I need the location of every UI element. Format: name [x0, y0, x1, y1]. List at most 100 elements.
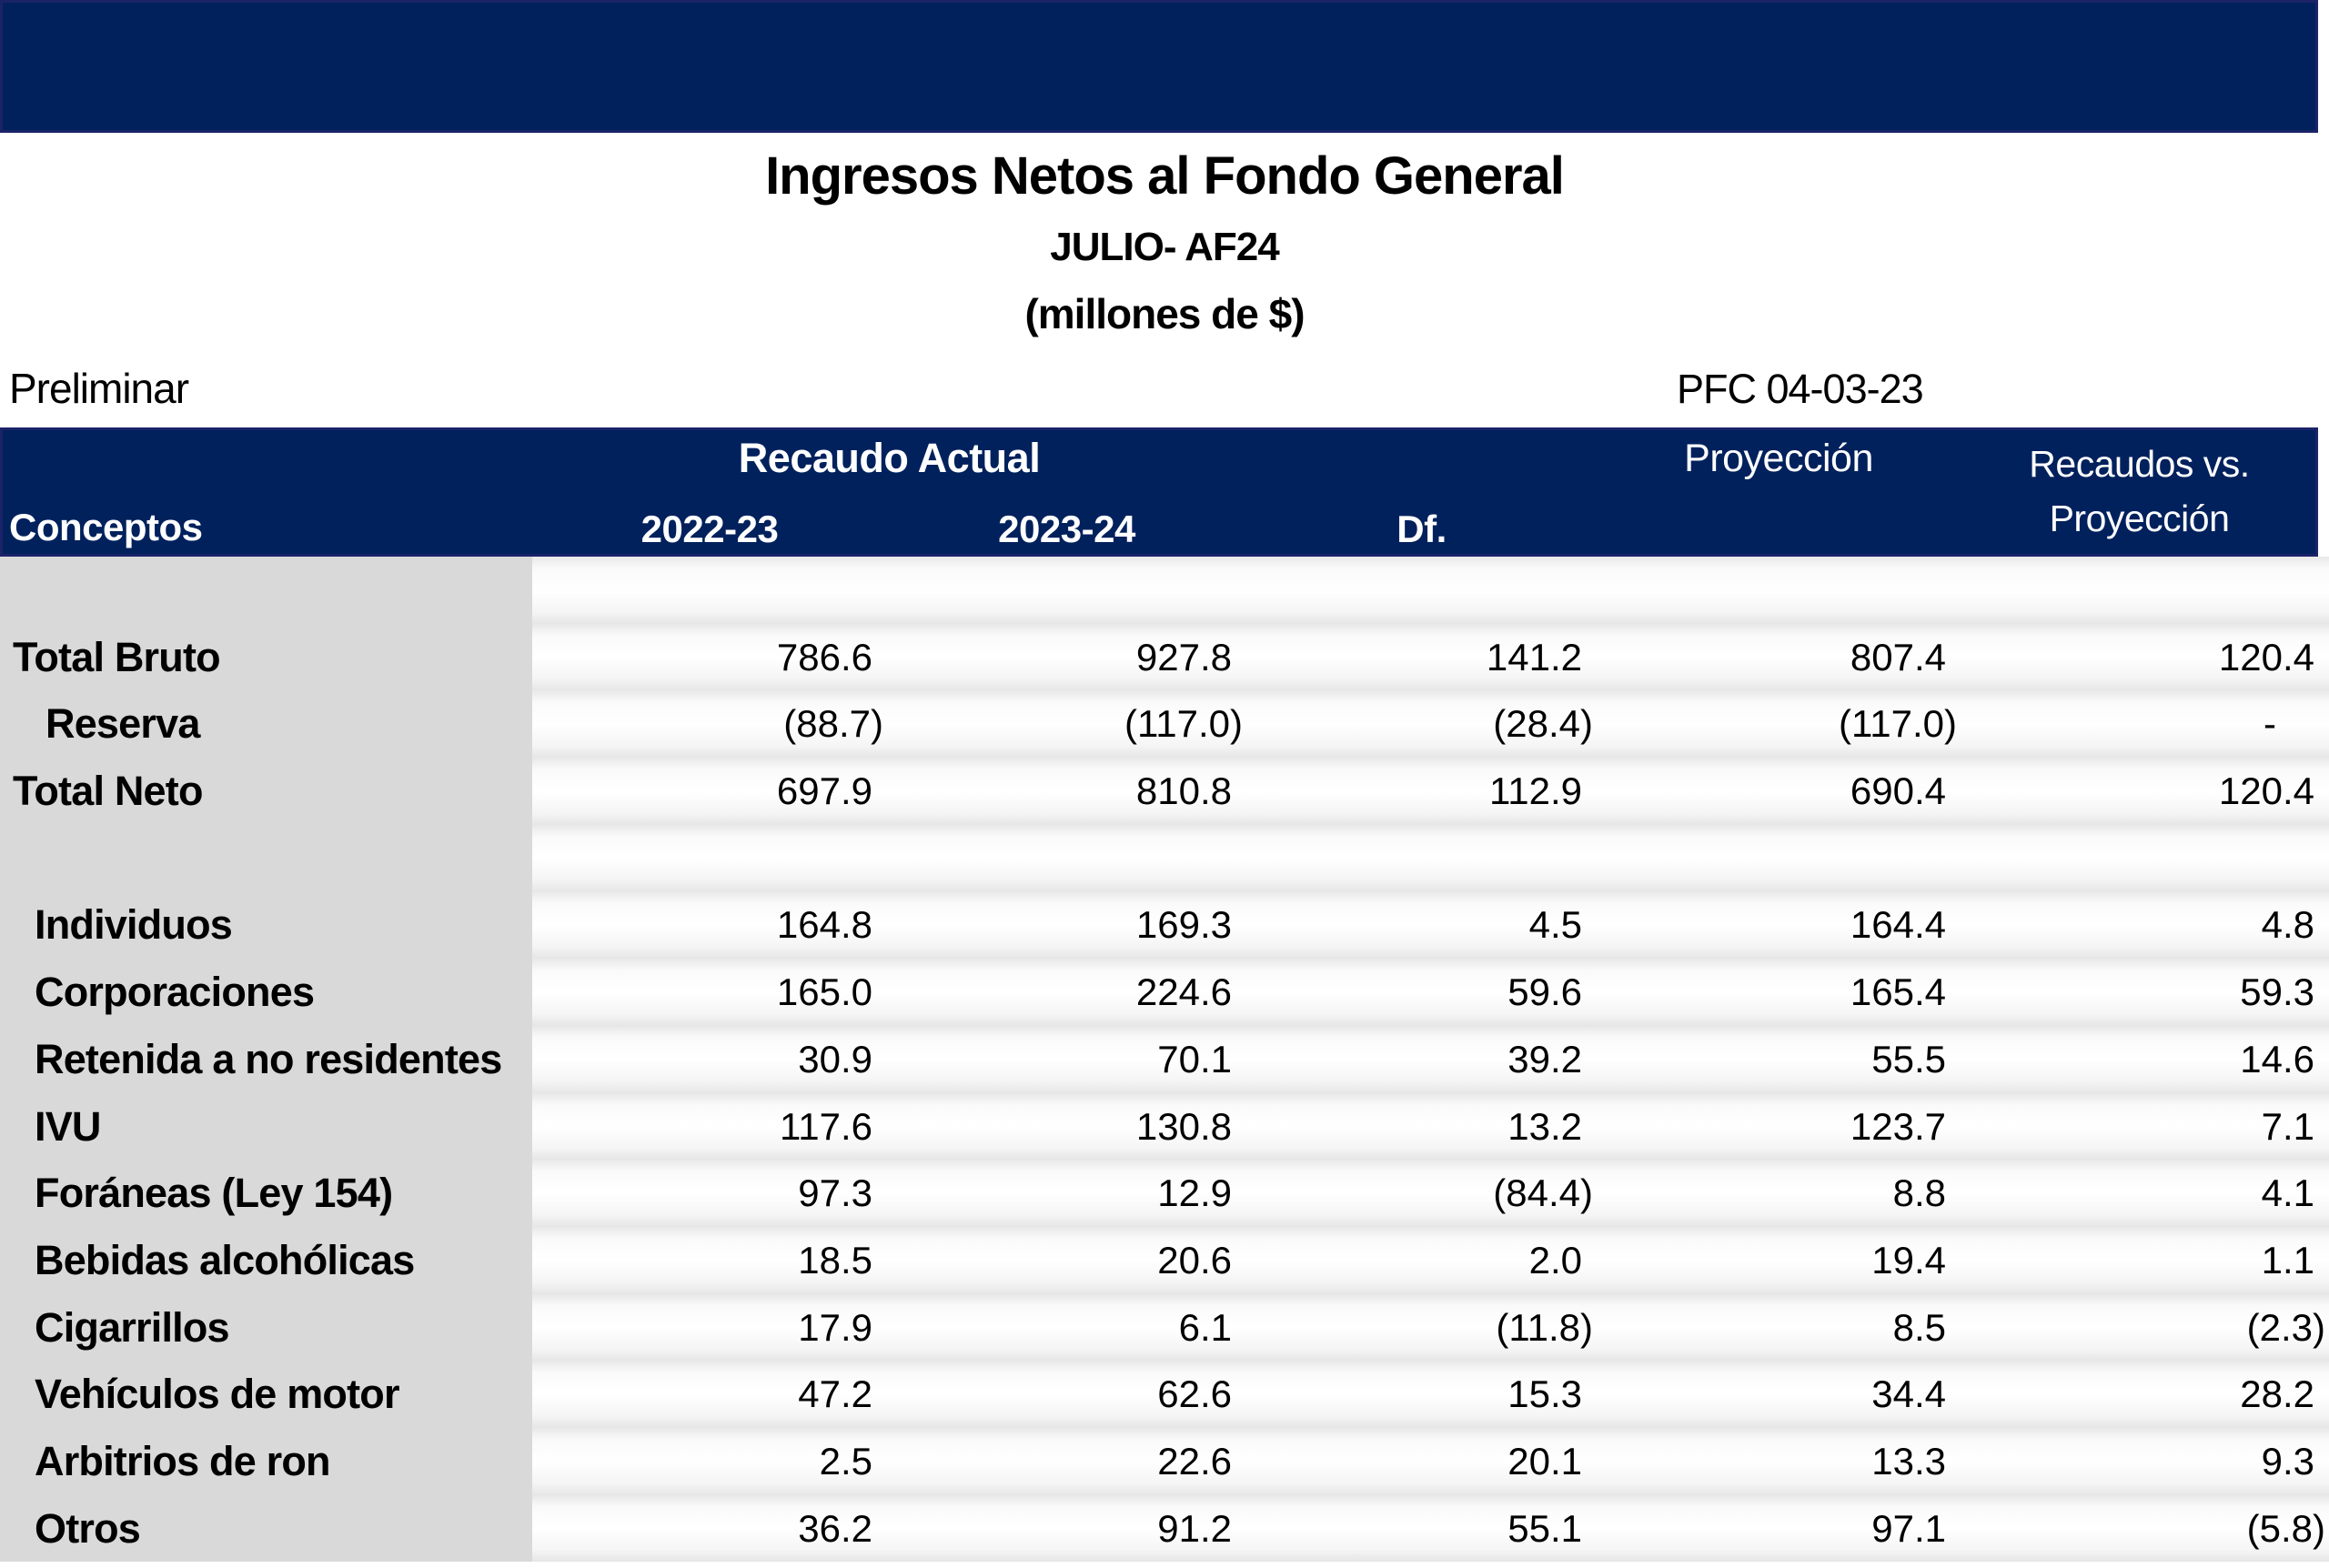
value-cell: (117.0) — [1124, 702, 1243, 746]
value-cell: 130.8 — [1135, 1104, 1232, 1148]
value-cell: 20.1 — [1507, 1439, 1582, 1483]
value-cell: 55.1 — [1507, 1506, 1582, 1550]
value-cell: 62.6 — [1157, 1372, 1232, 1416]
value-cell: 70.1 — [1157, 1037, 1232, 1081]
value-cell — [1246, 825, 1597, 892]
row-label — [0, 557, 532, 624]
table-row — [0, 557, 2329, 624]
value-cell: 4.5 — [1528, 903, 1582, 947]
value-cell: 224.6 — [1135, 970, 1232, 1014]
row-values: (88.7) (117.0) (28.4) (117.0) - — [532, 690, 2329, 759]
row-values: 2.5 22.6 20.1 13.3 9.3 — [532, 1427, 2329, 1495]
value-cell: (84.4) — [1493, 1171, 1593, 1215]
row-label: IVU — [0, 1092, 532, 1161]
row-values — [532, 557, 2329, 624]
value-cell: (88.7) — [783, 702, 883, 746]
header-recaudos-vs-line2: Proyección — [2049, 498, 2230, 539]
value-cell: (28.4) — [1493, 702, 1593, 746]
row-label: Total Bruto — [0, 623, 532, 691]
value-cell: 13.3 — [1871, 1439, 1946, 1483]
value-cell: 786.6 — [776, 635, 872, 678]
value-cell: 59.3 — [2240, 970, 2314, 1014]
value-cell: 8.5 — [1892, 1305, 1946, 1349]
value-cell: 2.0 — [1528, 1238, 1582, 1282]
value-cell: 120.4 — [2218, 769, 2314, 813]
value-cell — [532, 825, 887, 892]
value-cell — [1246, 557, 1597, 624]
table-row: IVU 117.6 130.8 13.2 123.7 7.1 — [0, 1092, 2329, 1161]
table-header: Recaudo Actual Proyección Recaudos vs. P… — [0, 427, 2318, 557]
value-cell — [1597, 557, 1961, 624]
value-cell: 4.1 — [2261, 1171, 2314, 1215]
value-cell — [1597, 825, 1961, 892]
row-label: Foráneas (Ley 154) — [0, 1160, 532, 1227]
row-values: 786.6 927.8 141.2 807.4 120.4 — [532, 623, 2329, 691]
value-cell: 18.5 — [798, 1238, 872, 1282]
row-values: 17.9 6.1 (11.8) 8.5 (2.3) — [532, 1293, 2329, 1362]
row-values: 18.5 20.6 2.0 19.4 1.1 — [532, 1226, 2329, 1294]
value-cell: 14.6 — [2240, 1037, 2314, 1081]
row-values: 47.2 62.6 15.3 34.4 28.2 — [532, 1361, 2329, 1428]
value-cell: 165.0 — [776, 970, 872, 1014]
row-values: 697.9 810.8 112.9 690.4 120.4 — [532, 758, 2329, 825]
table-row: Total Bruto 786.6 927.8 141.2 807.4 120.4 — [0, 623, 2329, 691]
value-cell: 55.5 — [1871, 1037, 1946, 1081]
value-cell: 4.8 — [2261, 903, 2314, 947]
preliminary-note: Preliminar — [9, 365, 189, 412]
value-cell: 9.3 — [2261, 1439, 2314, 1483]
value-cell: 141.2 — [1486, 635, 1582, 678]
value-cell: (11.8) — [1496, 1305, 1593, 1349]
row-label: Reserva — [0, 690, 532, 759]
top-banner — [0, 0, 2318, 133]
value-cell: 28.2 — [2240, 1372, 2314, 1416]
value-cell — [887, 825, 1246, 892]
page-subtitle-period: JULIO- AF24 — [1050, 225, 1279, 269]
header-group-proyeccion: Proyección — [1684, 437, 1873, 480]
value-cell: 2.5 — [819, 1439, 872, 1483]
value-cell: 20.6 — [1157, 1238, 1232, 1282]
value-cell: 22.6 — [1157, 1439, 1232, 1483]
reference-code: PFC 04-03-23 — [1677, 366, 1924, 412]
row-label: Otros — [0, 1494, 532, 1563]
value-cell: 59.6 — [1507, 970, 1582, 1014]
table-row: Reserva (88.7) (117.0) (28.4) (117.0) - — [0, 690, 2329, 759]
row-values: 165.0 224.6 59.6 165.4 59.3 — [532, 959, 2329, 1026]
table-row: Individuos 164.8 169.3 4.5 164.4 4.8 — [0, 891, 2329, 960]
value-cell: (2.3) — [2246, 1305, 2325, 1349]
table-row: Foráneas (Ley 154) 97.3 12.9 (84.4) 8.8 4.1 — [0, 1160, 2329, 1227]
value-cell — [887, 557, 1246, 624]
table-row — [0, 824, 2329, 892]
value-cell: 697.9 — [776, 769, 872, 813]
table-row: Vehículos de motor 47.2 62.6 15.3 34.4 28.2 — [0, 1361, 2329, 1428]
header-col-df: Df. — [1396, 508, 1447, 550]
value-cell: 47.2 — [798, 1372, 872, 1416]
value-cell: (5.8) — [2246, 1506, 2325, 1550]
table-row: Bebidas alcohólicas 18.5 20.6 2.0 19.4 1.1 — [0, 1226, 2329, 1294]
header-group-recaudo-actual: Recaudo Actual — [738, 435, 1041, 481]
value-cell: 17.9 — [798, 1305, 872, 1349]
row-values: 164.8 169.3 4.5 164.4 4.8 — [532, 891, 2329, 960]
header-recaudos-vs-line1: Recaudos vs. — [2029, 443, 2250, 485]
row-label: Corporaciones — [0, 959, 532, 1026]
row-values: 30.9 70.1 39.2 55.5 14.6 — [532, 1025, 2329, 1093]
value-cell: 30.9 — [798, 1037, 872, 1081]
value-cell: 97.1 — [1871, 1506, 1946, 1550]
value-cell: 807.4 — [1850, 635, 1946, 678]
value-cell: 15.3 — [1507, 1372, 1582, 1416]
row-values: 36.2 91.2 55.1 97.1 (5.8) — [532, 1494, 2329, 1563]
value-cell: 165.4 — [1850, 970, 1946, 1014]
value-cell: 164.8 — [776, 903, 872, 947]
value-cell: 8.8 — [1892, 1171, 1946, 1215]
value-cell: 34.4 — [1871, 1372, 1946, 1416]
row-label: Total Neto — [0, 758, 532, 825]
value-cell — [1961, 825, 2329, 892]
header-col-2023-24: 2023-24 — [998, 508, 1135, 550]
table-row: Cigarrillos 17.9 6.1 (11.8) 8.5 (2.3) — [0, 1293, 2329, 1362]
value-cell: 810.8 — [1135, 769, 1232, 813]
row-values: 97.3 12.9 (84.4) 8.8 4.1 — [532, 1160, 2329, 1227]
row-label: Individuos — [0, 891, 532, 960]
value-cell: - — [2263, 702, 2276, 746]
row-values — [532, 824, 2329, 892]
value-cell: 927.8 — [1135, 635, 1232, 678]
